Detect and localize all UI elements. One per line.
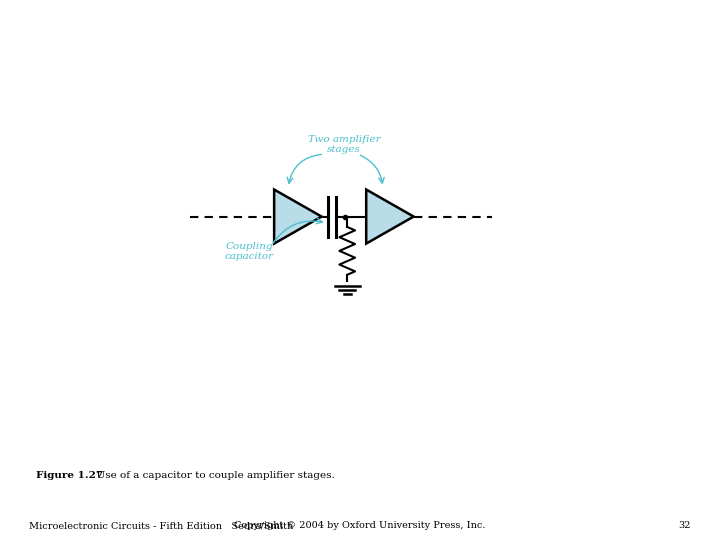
Text: Two amplifier
stages: Two amplifier stages <box>307 135 380 154</box>
Text: Figure 1.27: Figure 1.27 <box>36 471 103 480</box>
Text: Copyright © 2004 by Oxford University Press, Inc.: Copyright © 2004 by Oxford University Pr… <box>234 521 486 530</box>
Polygon shape <box>274 190 322 244</box>
Text: Coupling
capacitor: Coupling capacitor <box>225 241 274 261</box>
Polygon shape <box>366 190 413 244</box>
Text: 32: 32 <box>679 521 691 530</box>
Text: Microelectronic Circuits - Fifth Edition   Sedra/Smith: Microelectronic Circuits - Fifth Edition… <box>29 521 293 530</box>
Text: Use of a capacitor to couple amplifier stages.: Use of a capacitor to couple amplifier s… <box>90 471 335 480</box>
